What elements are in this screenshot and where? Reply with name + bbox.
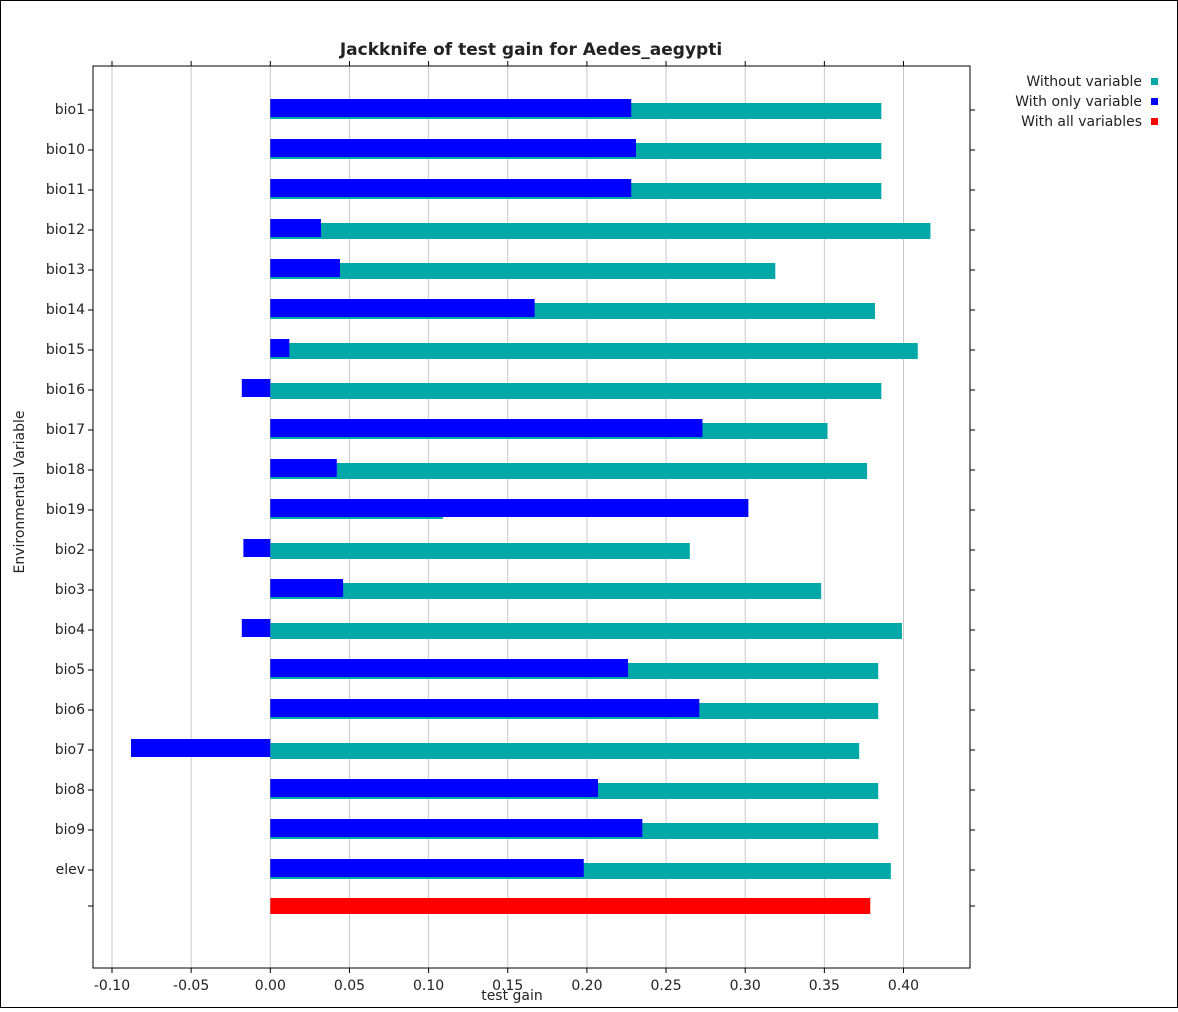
legend-label: With only variable bbox=[1015, 94, 1142, 110]
bar bbox=[270, 463, 868, 479]
y-tick-label: bio11 bbox=[46, 182, 85, 198]
y-tick-label: bio9 bbox=[55, 822, 85, 838]
bar bbox=[270, 299, 535, 317]
bar bbox=[270, 779, 598, 797]
bar bbox=[130, 739, 271, 757]
legend-swatch bbox=[1151, 118, 1158, 125]
bar bbox=[270, 219, 321, 237]
y-tick-label: bio15 bbox=[46, 342, 85, 358]
bar bbox=[270, 459, 337, 477]
bar bbox=[270, 383, 882, 399]
bar bbox=[270, 859, 584, 877]
bar bbox=[241, 379, 271, 397]
bar bbox=[241, 619, 271, 637]
x-tick-label: 0.35 bbox=[809, 978, 840, 994]
x-tick-label: 0.00 bbox=[255, 978, 286, 994]
bar bbox=[270, 99, 632, 117]
bar bbox=[270, 743, 860, 759]
y-tick-label: bio5 bbox=[55, 662, 85, 678]
y-tick-label: bio13 bbox=[46, 262, 85, 278]
y-tick-label: bio18 bbox=[46, 462, 85, 478]
bar bbox=[270, 179, 632, 197]
chart-title: Jackknife of test gain for Aedes_aegypti bbox=[339, 40, 722, 60]
legend-swatch bbox=[1151, 98, 1158, 105]
bar bbox=[270, 223, 931, 239]
x-tick-label: 0.40 bbox=[888, 978, 919, 994]
x-tick-label: -0.10 bbox=[94, 978, 130, 994]
legend-label: With all variables bbox=[1021, 114, 1142, 130]
y-tick-label: bio19 bbox=[46, 502, 85, 518]
x-tick-label: -0.05 bbox=[173, 978, 209, 994]
x-axis-label: test gain bbox=[481, 988, 543, 1004]
bar bbox=[270, 579, 344, 597]
bar bbox=[270, 339, 290, 357]
y-tick-label: bio14 bbox=[46, 302, 85, 318]
bar bbox=[270, 659, 629, 677]
bar bbox=[270, 499, 749, 517]
x-tick-label: 0.10 bbox=[413, 978, 444, 994]
y-tick-label: bio4 bbox=[55, 622, 85, 638]
y-axis-label: Environmental Variable bbox=[12, 411, 28, 574]
x-tick-label: 0.30 bbox=[730, 978, 761, 994]
bar bbox=[270, 263, 776, 279]
y-tick-label: bio2 bbox=[55, 542, 85, 558]
bar bbox=[270, 419, 703, 437]
bar bbox=[243, 539, 271, 557]
y-tick-label: bio8 bbox=[55, 782, 85, 798]
y-tick-label: bio12 bbox=[46, 222, 85, 238]
bar bbox=[270, 699, 700, 717]
y-tick-label: bio16 bbox=[46, 382, 85, 398]
bar bbox=[270, 623, 902, 639]
x-tick-label: 0.05 bbox=[334, 978, 365, 994]
y-tick-label: bio6 bbox=[55, 702, 85, 718]
y-tick-label: bio1 bbox=[55, 102, 85, 118]
bar bbox=[270, 543, 690, 559]
y-tick-label: bio7 bbox=[55, 742, 85, 758]
bar bbox=[270, 259, 340, 277]
x-tick-label: 0.20 bbox=[571, 978, 602, 994]
x-tick-label: 0.25 bbox=[650, 978, 681, 994]
legend-swatch bbox=[1151, 78, 1158, 85]
bar bbox=[270, 898, 871, 914]
x-tick-label: 0.15 bbox=[492, 978, 523, 994]
bar bbox=[270, 819, 643, 837]
bar bbox=[270, 583, 822, 599]
y-tick-label: bio3 bbox=[55, 582, 85, 598]
plot-border bbox=[92, 65, 971, 969]
legend-label: Without variable bbox=[1026, 74, 1142, 90]
y-tick-label: bio10 bbox=[46, 142, 85, 158]
y-tick-label: elev bbox=[56, 862, 85, 878]
y-tick-label: bio17 bbox=[46, 422, 85, 438]
bar bbox=[270, 343, 918, 359]
bar bbox=[270, 139, 636, 157]
